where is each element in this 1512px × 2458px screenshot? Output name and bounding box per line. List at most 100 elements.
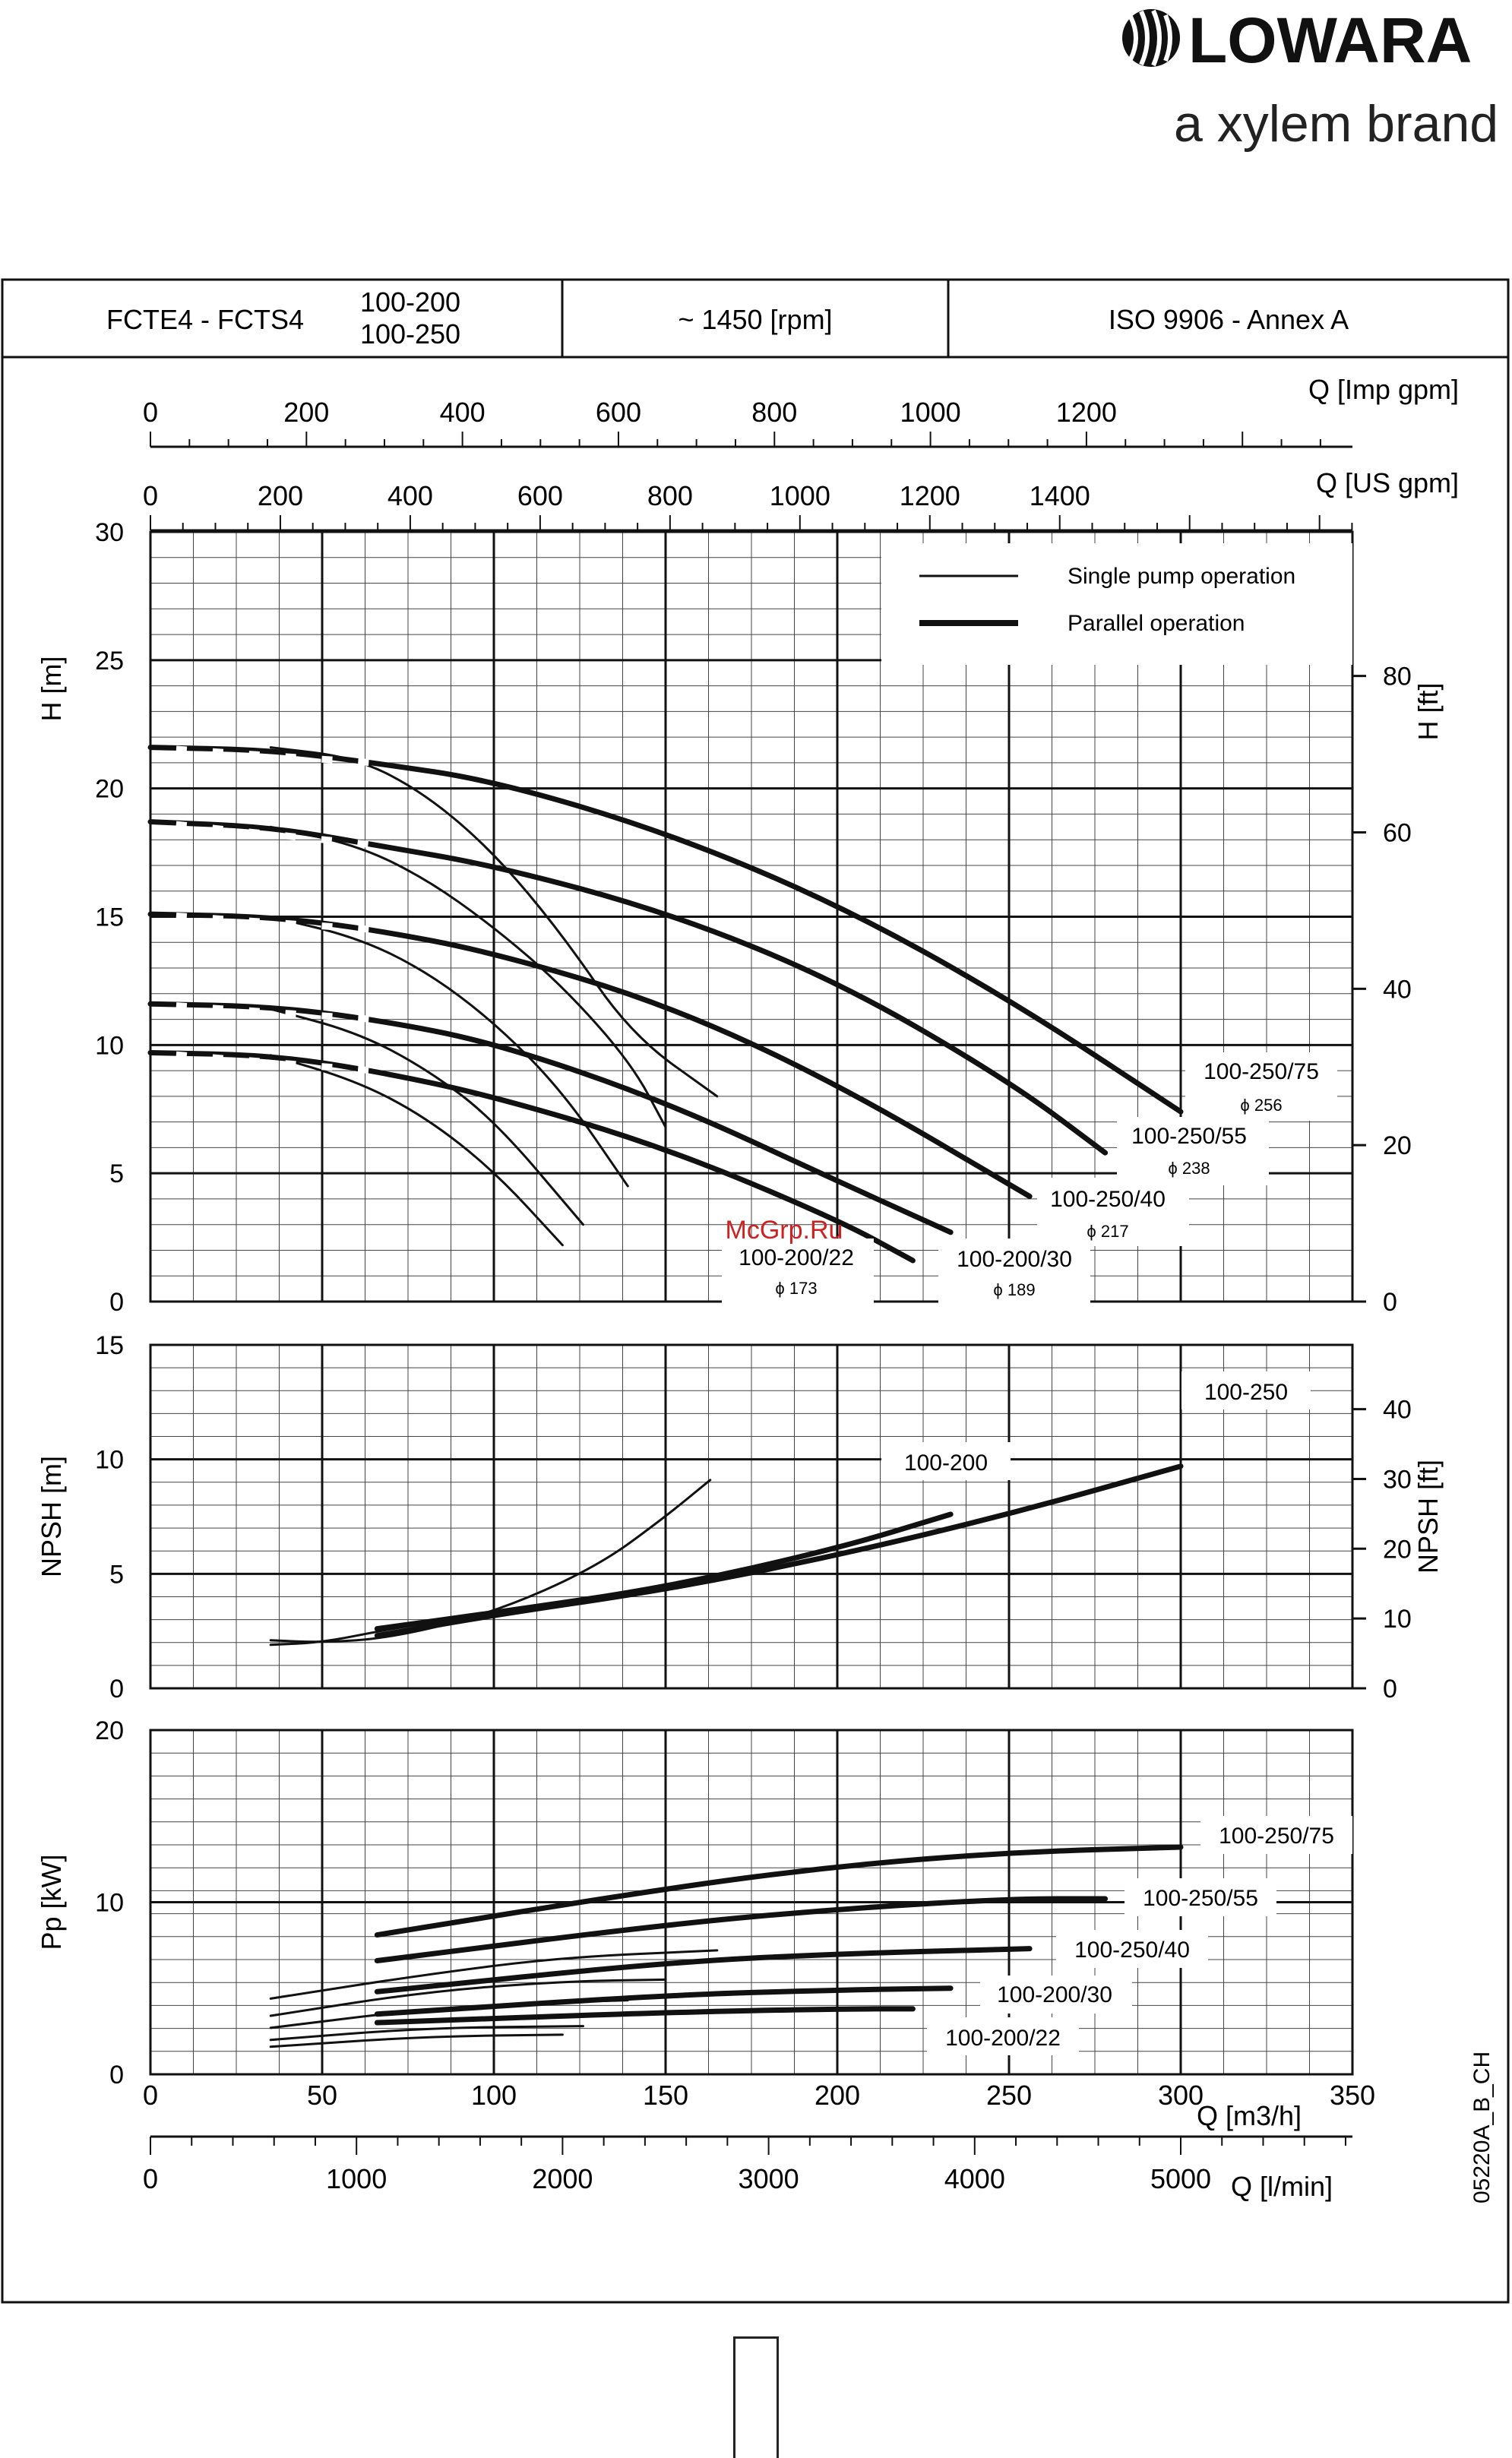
head-series-100-200-22-single (269, 1054, 564, 1247)
x-tick-label: 250 (986, 2080, 1032, 2111)
page-number-tab (733, 2336, 779, 2458)
npsh-ytick-label: 0 (109, 1675, 124, 1704)
label-250-55: 100-250/55 (1131, 1124, 1247, 1149)
head-ytick-label: 25 (95, 647, 124, 675)
top-axes: 0 200 400 600 800 1000 1200 Q [Imp gpm] 0 200 400 6… (143, 374, 1459, 532)
npsh-ytick-right-label: 40 (1383, 1396, 1412, 1425)
top-axis-tick-label: 800 (751, 397, 797, 428)
x-axis-label: Q [m3/h] (1197, 2100, 1302, 2131)
head-ytick-label: 5 (109, 1159, 124, 1188)
npsh-ytick-right-label: 20 (1383, 1535, 1412, 1564)
head-ytick-label: 15 (95, 903, 124, 932)
npsh-ytick-label: 10 (95, 1446, 124, 1475)
npsh-plot-frame (149, 1343, 1354, 1690)
npsh-ylabel: NPSH [m] (36, 1456, 67, 1577)
power-plot-frame (149, 1729, 1354, 2076)
lmin-tick-label: 2000 (532, 2163, 593, 2194)
head-series-100-250-75-parallel (147, 745, 1184, 1115)
label-npsh-200: 100-200 (904, 1450, 988, 1476)
head-ytick-label: 0 (109, 1288, 124, 1317)
npsh-ytick-right-label: 0 (1383, 1675, 1397, 1704)
header-standard: ISO 9906 - Annex A (1109, 304, 1349, 335)
head-ytick-label: 10 (95, 1031, 124, 1060)
top-axis-tick-label: 200 (283, 397, 329, 428)
x-tick-label: 100 (471, 2080, 517, 2111)
top-axis-tick-label: 800 (647, 480, 693, 511)
label-200-30-dia: ϕ 189 (993, 1280, 1035, 1299)
head-ytick-right-label: 40 (1383, 975, 1412, 1004)
npsh-series-100-200-parallel (374, 1511, 954, 1632)
head-ytick-right-label: 0 (1383, 1288, 1397, 1317)
top-axis-tick-label: 400 (387, 480, 433, 511)
drawing-code: 05220A_B_CH (1469, 2051, 1495, 2203)
power-series-100-200-22-parallel (374, 2006, 916, 2026)
head-series-100-200-30-single (269, 1008, 585, 1226)
label-200-22: 100-200/22 (739, 1245, 854, 1270)
label-p-250-40: 100-250/40 (1074, 1938, 1190, 1963)
npsh-ytick-label: 5 (109, 1560, 124, 1589)
power-curve-labels: 100-250/75 100-250/55 100-250/40 100-200… (927, 1816, 1352, 2055)
header-variant-b: 100-250 (360, 318, 460, 350)
top-axis-tick-label: 1000 (900, 397, 961, 428)
head-ylabel-right: H [ft] (1412, 682, 1444, 740)
power-series-100-250-40-parallel (374, 1946, 1033, 1995)
label-p-250-75: 100-250/75 (1219, 1824, 1334, 1849)
power-series-100-250-55-parallel (374, 1896, 1109, 1964)
lmin-tick-label: 4000 (944, 2163, 1005, 2194)
npsh-panel: 0 5 10 15 0 10 20 30 40 NPSH [ft] NPSH [m] (36, 1331, 1444, 1704)
power-ylabel: Pp [kW] (36, 1854, 67, 1950)
npsh-ylabel-right: NPSH [ft] (1412, 1460, 1444, 1574)
npsh-curve-labels: 100-250 100-200 (881, 1371, 1311, 1480)
npsh-series-100-250-parallel (374, 1463, 1184, 1639)
power-ytick-label: 10 (95, 1889, 124, 1918)
npsh-ytick-right-label: 30 (1383, 1465, 1412, 1494)
label-250-40-dia: ϕ 217 (1087, 1222, 1128, 1241)
power-series-100-200-30-single (269, 2025, 585, 2042)
top-axis-label: Q [Imp gpm] (1308, 374, 1459, 405)
brand-name: LOWARA (1188, 5, 1472, 76)
top-axis-tick-label: 200 (258, 480, 303, 511)
legend-parallel-label: Parallel operation (1068, 611, 1245, 636)
label-npsh-250: 100-250 (1204, 1380, 1288, 1405)
bottom-axes: 0 50 100 150 200 250 300 350 Q [m3/h] 0 1000 2000 30… (143, 2080, 1375, 2202)
top-axis-tick-label: 600 (517, 480, 563, 511)
label-p-200-30: 100-200/30 (997, 1982, 1112, 2007)
label-200-30: 100-200/30 (957, 1247, 1072, 1272)
head-ytick-label: 30 (95, 518, 124, 547)
label-p-200-22: 100-200/22 (945, 2026, 1061, 2051)
lowara-logo: LOWARA a xylem brand (1094, 0, 1504, 153)
lmin-tick-label: 3000 (739, 2163, 799, 2194)
top-axis-tick-label: 1000 (770, 480, 830, 511)
npsh-ytick-label: 15 (95, 1331, 124, 1360)
power-series-100-200-30-parallel (374, 1985, 954, 2017)
head-series-100-250-55-single (269, 825, 667, 1128)
lowara-emblem-icon (1122, 9, 1180, 67)
power-ytick-label: 0 (109, 2061, 124, 2089)
power-series-100-250-55-single (269, 1978, 667, 2017)
label-250-75-dia: ϕ 256 (1240, 1096, 1282, 1115)
x-tick-label: 200 (815, 2080, 860, 2111)
head-series-100-250-40-parallel (147, 911, 1033, 1200)
top-axis-label: Q [US gpm] (1316, 467, 1459, 498)
top-axis-tick-label: 0 (143, 480, 158, 511)
x-tick-label: 0 (143, 2080, 158, 2111)
x-tick-label: 300 (1158, 2080, 1204, 2111)
label-250-55-dia: ϕ 238 (1168, 1159, 1210, 1178)
label-200-22-dia: ϕ 173 (775, 1279, 817, 1298)
power-series-100-250-75-parallel (374, 1844, 1184, 1938)
top-axis-tick-label: 1200 (900, 480, 960, 511)
head-series-100-200-22-parallel (147, 1049, 916, 1264)
lmin-tick-label: 5000 (1150, 2163, 1211, 2194)
header-model: FCTE4 - FCTS4 (106, 304, 304, 335)
legend: Single pump operation Parallel operation (881, 543, 1352, 665)
header-speed: ~ 1450 [rpm] (678, 304, 832, 335)
head-curve-labels: 100-250/75 ϕ 256 100-250/55 ϕ 238 100-25… (722, 1052, 1337, 1307)
x-tick-label: 150 (643, 2080, 688, 2111)
top-axis-tick-label: 1400 (1030, 480, 1090, 511)
head-series-100-250-40-single (269, 916, 629, 1188)
power-ytick-label: 20 (95, 1716, 124, 1745)
lmin-tick-label: 0 (143, 2163, 158, 2194)
head-series-100-250-55-parallel (147, 819, 1109, 1156)
lmin-tick-label: 1000 (326, 2163, 387, 2194)
power-series-100-250-75-single (269, 1949, 719, 2000)
